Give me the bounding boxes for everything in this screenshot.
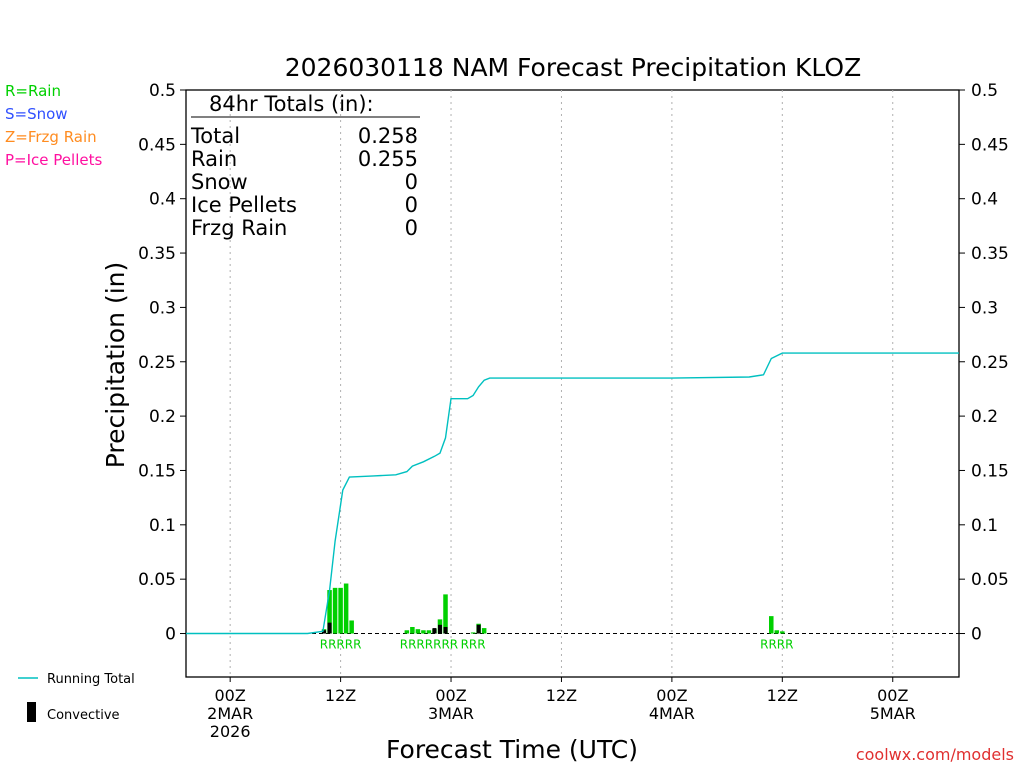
x-axis-label: Forecast Time (UTC) (386, 735, 638, 764)
totals-row-label: Frzg Rain (191, 216, 287, 240)
rain-bar (769, 616, 774, 634)
y-tick-label-right: 0.2 (971, 407, 998, 427)
rain-bar (780, 631, 785, 634)
convective-bar (327, 622, 332, 634)
rain-bar (426, 630, 432, 634)
y-tick-label-left: 0.1 (149, 516, 176, 536)
rain-bar (421, 630, 426, 634)
y-tick-label-left: 0.25 (138, 353, 176, 373)
y-tick-label-right: 0.25 (971, 353, 1009, 373)
rain-bar (481, 628, 487, 634)
rain-bar (470, 632, 476, 634)
y-tick-label-right: 0.15 (971, 461, 1009, 481)
y-tick-label-right: 0.35 (971, 244, 1009, 264)
gridlines (229, 90, 894, 677)
precip-type-labels: RRRRR RRRRRRR RRR RRRR (320, 638, 794, 652)
x-tick-label: 00Z (435, 686, 466, 705)
y-tick-label-left: 0.2 (149, 407, 176, 427)
precip-type-legend-item: Z=Frzg Rain (5, 128, 97, 146)
x-tick-date-label: 5MAR (870, 704, 916, 723)
convective-bars (322, 622, 481, 634)
x-tick-label: 00Z (215, 686, 246, 705)
rain-bar (349, 620, 354, 634)
totals-row-label: Ice Pellets (191, 193, 297, 217)
y-tick-label-left: 0.35 (138, 244, 176, 264)
credit-text: coolwx.com/models (856, 745, 1014, 764)
y-tick-label-right: 0.45 (971, 135, 1009, 155)
precip-type-legend: R=Rain S=Snow Z=Frzg Rain P=Ice Pellets (5, 82, 102, 169)
rain-bar (343, 583, 349, 634)
y-tick-label-right: 0 (971, 625, 982, 645)
totals-box: 84hr Totals (in): Total 0.258 Rain 0.255 Sno… (190, 92, 420, 240)
rain-bar (327, 590, 332, 634)
running-total-legend-label: Running Total (47, 672, 135, 687)
totals-row-value: 0.255 (358, 147, 418, 171)
totals-row-value: 0 (405, 170, 418, 194)
x-tick-label: 12Z (325, 686, 356, 705)
x-tick-label: 12Z (546, 686, 577, 705)
x-tick-year-label: 2026 (210, 722, 251, 741)
rain-bar (332, 587, 338, 634)
y-tick-label-left: 0 (165, 625, 176, 645)
rain-bar (415, 629, 421, 634)
convective-bar (476, 624, 481, 634)
precip-type-legend-item: S=Snow (5, 105, 68, 123)
running-total-line (186, 352, 959, 635)
x-tick-date-label: 3MAR (428, 704, 474, 723)
rain-bar (443, 594, 448, 634)
chart-title: 2026030118 NAM Forecast Precipitation KL… (285, 53, 862, 82)
rain-bar (338, 587, 343, 634)
x-tick-label: 12Z (767, 686, 798, 705)
precip-type-label: RRRRR (320, 638, 362, 652)
y-tick-label-right: 0.4 (971, 190, 998, 210)
x-tick-label: 00Z (877, 686, 908, 705)
y-tick-label-left: 0.4 (149, 190, 176, 210)
totals-row-label: Snow (191, 170, 248, 194)
rain-bar (404, 630, 410, 634)
plot-frame (185, 89, 960, 678)
convective-legend-label: Convective (47, 708, 120, 723)
y-axis-label: Precipitation (in) (101, 262, 130, 469)
totals-header: 84hr Totals (in): (209, 92, 374, 116)
convective-bar (443, 626, 448, 634)
x-tick-label: 00Z (656, 686, 687, 705)
totals-row-label: Total (190, 124, 240, 148)
y-tick-label-left: 0.5 (149, 81, 176, 101)
convective-legend-swatch (27, 702, 36, 722)
precip-type-label: RRRRRRR (400, 638, 458, 652)
precip-type-label: RRRR (760, 638, 793, 652)
rain-bar (410, 626, 415, 634)
y-tick-label-right: 0.5 (971, 81, 998, 101)
y-tick-label-right: 0.1 (971, 516, 998, 536)
convective-bar (437, 624, 442, 634)
convective-bar (432, 628, 437, 634)
convective-bar (322, 630, 327, 634)
y-tick-label-left: 0.15 (138, 461, 176, 481)
x-tick-date-label: 2MAR (207, 704, 253, 723)
y-tick-label-left: 0.05 (138, 570, 176, 590)
precip-type-legend-item: R=Rain (5, 82, 61, 100)
y-tick-label-left: 0.45 (138, 135, 176, 155)
totals-row-value: 0 (405, 193, 418, 217)
precip-type-legend-item: P=Ice Pellets (5, 151, 102, 169)
y-tick-label-right: 0.05 (971, 570, 1009, 590)
totals-row-label: Rain (191, 147, 237, 171)
series-legend: Running Total Convective (18, 672, 135, 723)
precip-type-label: RRR (461, 638, 486, 652)
totals-row-value: 0.258 (358, 124, 418, 148)
totals-row-value: 0 (405, 216, 418, 240)
y-tick-label-right: 0.3 (971, 298, 998, 318)
y-tick-label-left: 0.3 (149, 298, 176, 318)
x-tick-date-label: 4MAR (649, 704, 695, 723)
y-axis-ticks: 0 00.05 0.050.1 0.10.15 0.150.2 0.20.25 0.250.… (138, 81, 1009, 645)
rain-bar (774, 630, 780, 634)
